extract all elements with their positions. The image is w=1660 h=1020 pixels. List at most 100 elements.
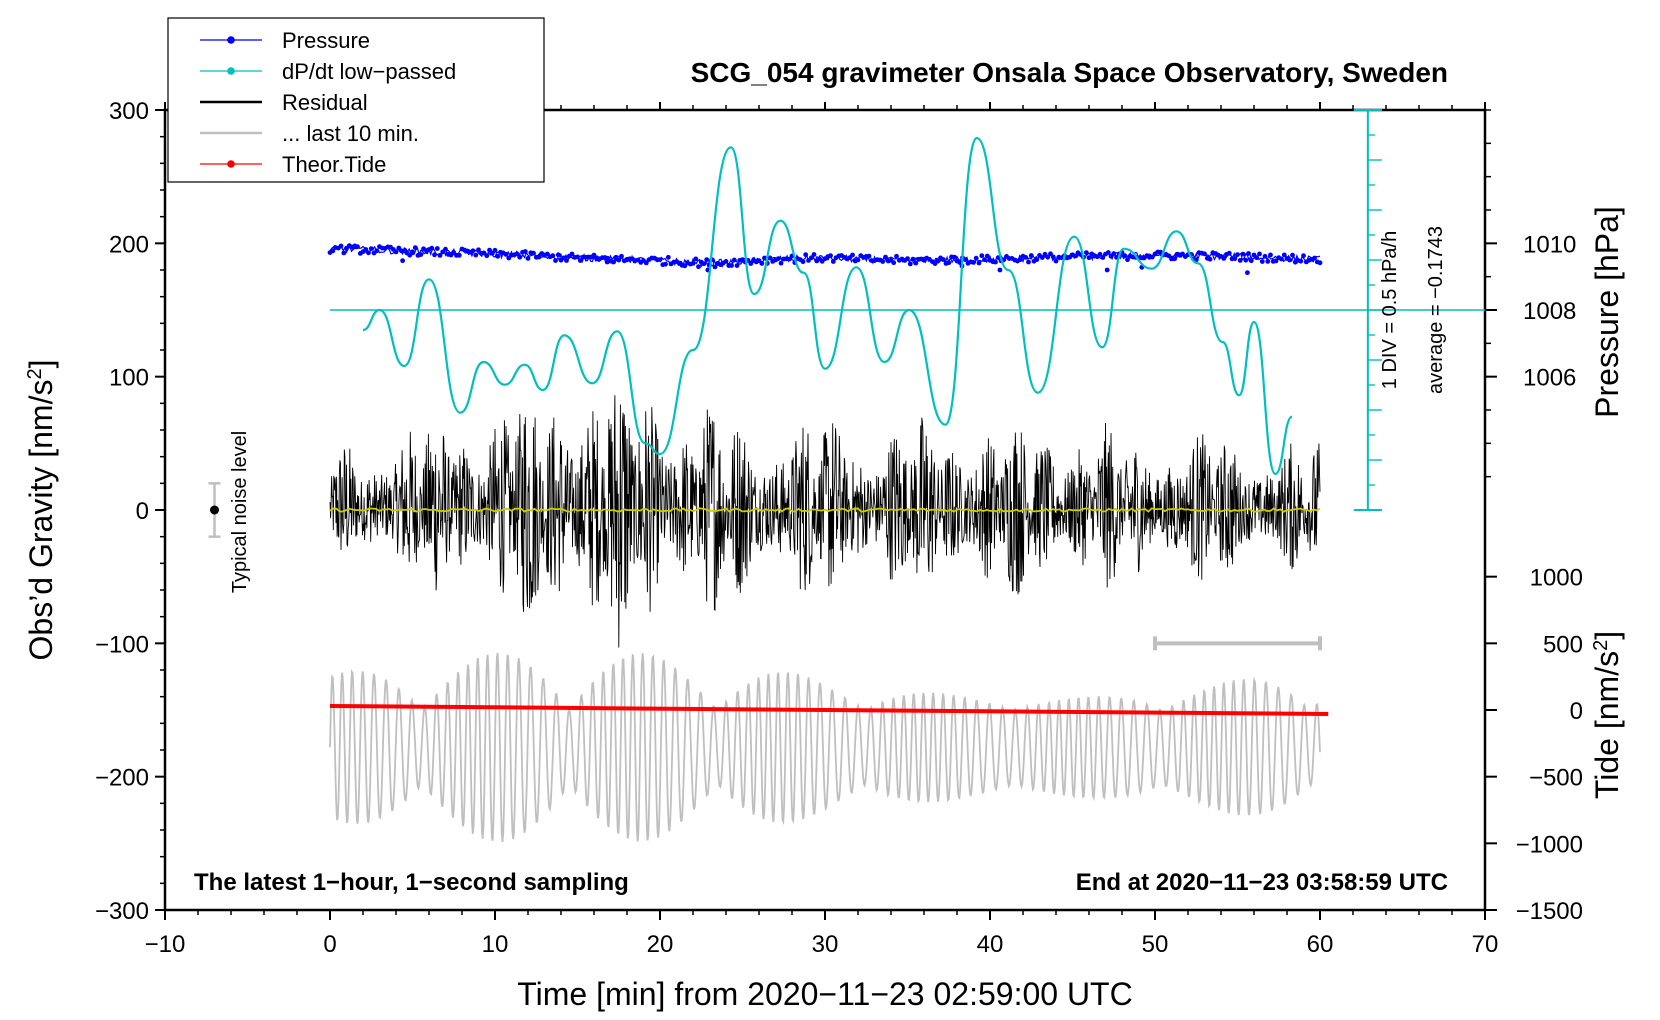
pressure-point <box>338 243 344 249</box>
pressure-point <box>951 254 957 260</box>
pressure-point <box>1265 259 1271 264</box>
pressure-point <box>564 258 569 263</box>
pressure-point <box>456 252 462 258</box>
x-tick-label: 40 <box>977 931 1004 958</box>
pressure-point <box>1257 251 1262 257</box>
pressure-point <box>1245 270 1250 276</box>
pressure-point <box>1171 256 1177 262</box>
pressure-point <box>883 254 888 260</box>
dpdt-series <box>330 136 1485 476</box>
tide-series <box>329 704 1329 716</box>
pressure-point <box>643 260 649 266</box>
pressure-point <box>476 247 481 253</box>
annotation-end-time: End at 2020−11−23 03:58:59 UTC <box>1076 869 1448 896</box>
pressure-point <box>536 254 542 260</box>
pressure-point <box>1166 253 1172 259</box>
pressure-point <box>1290 252 1295 258</box>
y-tick-label: 0 <box>136 498 149 525</box>
pressure-point <box>1221 256 1227 261</box>
pressure-point <box>1104 267 1110 273</box>
tide-line <box>329 704 1329 716</box>
pressure-point <box>976 260 982 266</box>
pressure-point <box>1254 255 1260 261</box>
pressure-point <box>407 252 413 258</box>
pressure-point <box>429 245 435 251</box>
pressure-point <box>1273 258 1279 264</box>
pressure-series <box>327 243 1323 276</box>
pressure-point <box>514 251 520 257</box>
pressure-point <box>434 246 440 251</box>
pressure-point <box>1048 251 1053 257</box>
pressure-point <box>1039 255 1045 260</box>
pressure-point <box>767 255 773 261</box>
dpdt-line <box>362 136 1294 476</box>
pressure-point <box>1207 256 1213 262</box>
x-tick-label: 50 <box>1142 931 1169 958</box>
pressure-point <box>1053 258 1059 264</box>
pressure-point <box>1287 257 1293 263</box>
x-tick-label: −10 <box>145 931 186 958</box>
noise-point <box>210 505 219 515</box>
pressure-point <box>575 254 580 260</box>
pressure-point <box>366 250 371 256</box>
pressure-point <box>393 249 399 255</box>
pressure-point <box>604 259 610 265</box>
pressure-point <box>400 258 405 264</box>
pressure-point <box>701 261 707 267</box>
pressure-point <box>1226 250 1232 256</box>
y-axis-title-left: Obs’d Gravity [nm/s2] <box>23 360 59 661</box>
pressure-point <box>830 259 836 264</box>
pressure-point <box>704 257 710 262</box>
pressure-point <box>894 253 899 259</box>
y-axis-title-tide: Tide [nm/s2] <box>1589 631 1625 799</box>
pressure-point <box>808 255 814 261</box>
pressure-point <box>946 260 952 266</box>
pressure-point <box>663 261 668 267</box>
pressure-point <box>993 259 998 265</box>
pressure-point <box>531 250 536 256</box>
pressure-point <box>1125 257 1130 263</box>
pressure-point <box>1045 254 1051 260</box>
pressure-point <box>855 257 861 263</box>
pressure-point <box>1023 255 1029 260</box>
pressure-point <box>734 263 740 268</box>
pressure-point <box>1246 251 1251 256</box>
tide-tick-label: 500 <box>1543 631 1583 658</box>
pressure-point <box>1100 255 1106 260</box>
pressure-point <box>1028 253 1034 258</box>
pressure-point <box>913 260 919 266</box>
pressure-point <box>1243 257 1249 263</box>
pressure-point <box>550 253 556 259</box>
pressure-point <box>1281 252 1287 258</box>
pressure-point <box>1086 255 1092 261</box>
pressure-point <box>696 264 701 270</box>
pressure-point <box>657 257 663 262</box>
legend-marker <box>227 36 235 44</box>
pressure-point <box>1301 253 1306 259</box>
pressure-point <box>723 259 729 264</box>
pressure-point <box>690 261 696 266</box>
pressure-point <box>368 246 374 252</box>
pressure-point <box>731 257 737 263</box>
pressure-point <box>979 253 985 259</box>
legend-label: dP/dt low−passed <box>282 59 456 84</box>
y-tick-label: 300 <box>109 98 149 125</box>
pressure-point <box>850 252 855 258</box>
pressure-point <box>517 254 523 260</box>
pressure-point <box>811 252 817 257</box>
pressure-point <box>1248 258 1254 264</box>
legend-label: Residual <box>282 90 368 115</box>
pressure-point <box>374 248 380 254</box>
pressure-point <box>577 258 583 263</box>
noise-label: Typical noise level <box>229 431 251 593</box>
pressure-point <box>910 256 916 262</box>
x-tick-label: 0 <box>323 931 336 958</box>
y-axis-title-pressure: Pressure [hPa] <box>1589 206 1625 418</box>
pressure-point <box>418 252 424 257</box>
tide-tick-label: −1500 <box>1516 898 1583 925</box>
pressure-point <box>330 248 336 254</box>
pressure-point <box>492 247 498 253</box>
x-tick-label: 20 <box>647 931 674 958</box>
pressure-point <box>569 251 575 257</box>
pressure-point <box>1317 260 1323 266</box>
